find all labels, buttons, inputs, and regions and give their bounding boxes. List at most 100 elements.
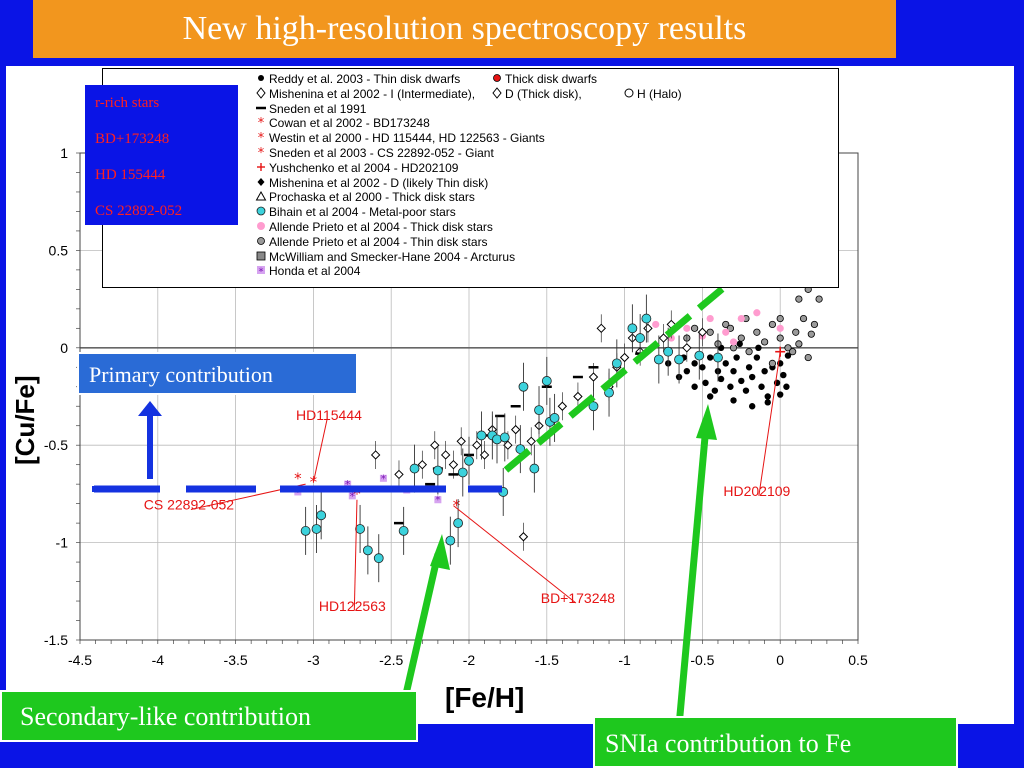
data-point: [456, 436, 466, 447]
data-point: [573, 391, 583, 402]
data-point: [526, 436, 536, 447]
legend-entry: Prochaska et al 2000 - Thick disk stars: [255, 190, 475, 205]
data-point: [776, 334, 784, 342]
data-point: [706, 328, 714, 336]
green-arrow-shaft-1: [397, 553, 442, 717]
legend-label: Reddy et al. 2003 - Thin disk dwarfs: [269, 72, 461, 86]
data-point: [596, 323, 606, 334]
data-point: [611, 358, 622, 369]
legend-entry: * Westin et al 2000 - HD 115444, HD 12256…: [255, 131, 545, 146]
data-point: [776, 324, 784, 332]
x-tick-label: 0: [776, 652, 784, 668]
legend-label: Yushchenko et al 2004 - HD202109: [269, 160, 459, 175]
data-point: [729, 344, 738, 352]
title-bar: New high-resolution spectroscopy results: [33, 0, 896, 58]
legend-entry: D (Thick disk),: [491, 87, 582, 102]
data-point: [348, 492, 356, 500]
legend-entry: Sneden et al 1991: [255, 102, 366, 117]
data-point: [362, 545, 373, 556]
legend-entry: * Cowan et al 2002 - BD173248: [255, 116, 430, 131]
data-point: *: [350, 490, 356, 503]
data-point: [810, 320, 819, 329]
data-point: [432, 465, 443, 476]
open-triangle-icon: [255, 191, 267, 201]
annotation-label: HD115444: [296, 407, 362, 423]
y-tick-label: 0.5: [49, 242, 69, 258]
data-point: *: [294, 469, 302, 487]
data-point: [795, 340, 803, 348]
data-point: [753, 354, 761, 361]
primary-contribution-text: Primary contribution: [89, 362, 273, 387]
legend-entry: Mishenina et al 2002 - I (Intermediate),: [255, 87, 475, 102]
legend-label: Cowan et al 2002 - BD173248: [269, 116, 430, 131]
annotation-line: [453, 505, 577, 604]
data-point: [784, 344, 792, 352]
data-point: [440, 450, 451, 460]
legend-entry: * Honda et al 2004: [255, 264, 360, 279]
legend-label: Sneden et al 1991: [269, 101, 367, 116]
data-point: [745, 364, 753, 371]
x-tick-label: -3: [307, 652, 320, 668]
legend-entry: Bihain et al 2004 - Metal-poor stars: [255, 205, 456, 220]
data-point: [761, 338, 769, 346]
data-point: [745, 348, 753, 356]
r-rich-star-3: CS 22892-052: [95, 203, 183, 219]
annotation-label: CS 22892-052: [144, 496, 235, 512]
annotation-label: BD+173248: [541, 590, 616, 606]
primary-contribution-label: Primary contribution: [77, 352, 358, 395]
legend-label: Allende Prieto et al 2004 - Thick disk s…: [269, 220, 493, 234]
data-point: [764, 393, 771, 400]
data-point: [430, 440, 440, 450]
data-point: [738, 377, 745, 385]
legend-label: Sneden et al 2003 - CS 22892-052 - Giant: [269, 146, 494, 160]
data-point: *: [353, 485, 361, 503]
data-point: [761, 367, 768, 375]
y-tick-label: 0: [60, 340, 68, 356]
data-point: [729, 338, 738, 346]
legend-label: Prochaska et al 2000 - Thick disk stars: [269, 190, 475, 205]
legend-entry: Mishenina et al 2002 - D (likely Thin di…: [255, 176, 488, 191]
legend-entry: Thick disk dwarfs: [491, 72, 597, 87]
open-diamond-icon: [492, 86, 502, 99]
open-circle-icon: [624, 88, 634, 98]
data-point: [464, 455, 474, 466]
data-point: [683, 367, 691, 375]
snia-contribution-text: SNIa contribution to Fe: [605, 729, 852, 758]
data-point: [768, 359, 777, 367]
data-point: [699, 364, 706, 371]
data-point: [557, 401, 568, 411]
data-point: [780, 371, 787, 379]
data-point: [355, 524, 365, 534]
legend-entry: Allende Prieto et al 2004 - Thin disk st…: [255, 235, 488, 250]
data-point: [807, 330, 815, 338]
legend-label: Mishenina et al 2002 - D (likely Thin di…: [269, 175, 489, 190]
data-point: [736, 340, 743, 348]
data-point: [311, 524, 322, 534]
legend-label: Mishenina et al 2002 - I (Intermediate),: [269, 86, 476, 101]
x-tick-label: -1.5: [535, 652, 559, 668]
data-point: *: [453, 497, 461, 515]
data-point: [448, 459, 459, 470]
data-point: [722, 328, 730, 336]
data-point: [730, 367, 737, 375]
data-point: *: [345, 478, 351, 491]
annotation-label: HD202109: [723, 483, 790, 499]
data-point: [300, 526, 311, 536]
chart: -4.5 -4 -3.5 -3 -2.5 -2 -1.5 -1 -0.5 0 0.5 1 0.5 0 -0.…: [44, 145, 868, 724]
green-arrow-head-2: [696, 404, 717, 440]
data-point: [518, 532, 529, 542]
legend-label: Bihain et al 2004 - Metal-poor stars: [269, 205, 456, 220]
data-point: [722, 320, 730, 329]
data-point: [541, 376, 552, 386]
data-point: [316, 510, 327, 521]
legend-entry: Reddy et al. 2003 - Thin disk dwarfs: [255, 72, 460, 87]
x-tick-label: -2.5: [379, 652, 403, 668]
data-point: [373, 553, 384, 564]
data-point: [588, 372, 599, 382]
data-point: [804, 353, 812, 362]
data-point: [370, 450, 381, 460]
data-point: [777, 391, 784, 398]
pink-circle-icon: [257, 222, 265, 230]
data-point: [758, 383, 765, 390]
data-point: [795, 295, 803, 303]
